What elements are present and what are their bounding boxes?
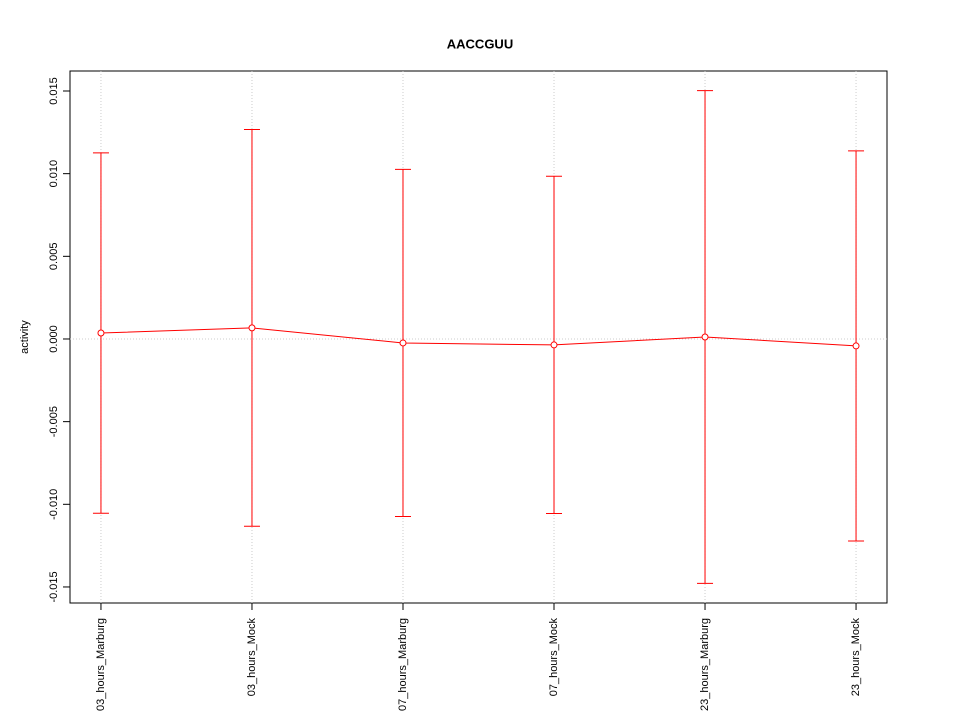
x-tick-label: 23_hours_Marburg <box>699 618 711 711</box>
line <box>100 327 857 347</box>
chart-title: AACCGUU <box>447 36 513 51</box>
x-tick-label: 07_hours_Mock <box>548 618 560 697</box>
y-tick-label: 0.010 <box>48 160 60 188</box>
point <box>399 339 407 347</box>
x-tick-label: 07_hours_Marburg <box>397 618 409 711</box>
x-tick-label: 03_hours_Mock <box>246 618 258 697</box>
plot-frame <box>69 70 888 604</box>
point <box>852 342 860 350</box>
point <box>550 341 558 349</box>
x-tick-label: 23_hours_Mock <box>850 618 862 697</box>
y-tick-label: 0.000 <box>48 325 60 353</box>
point <box>701 333 709 341</box>
point <box>97 329 105 337</box>
y-axis-label: activity <box>19 320 31 354</box>
y-tick-label: 0.005 <box>48 243 60 271</box>
x-tick-label: 03_hours_Marburg <box>95 618 107 711</box>
y-tick-label: -0.015 <box>48 571 60 602</box>
y-tick-label: -0.010 <box>48 489 60 520</box>
point <box>248 324 256 332</box>
y-tick-label: 0.015 <box>48 77 60 105</box>
y-tick-label: -0.005 <box>48 406 60 437</box>
